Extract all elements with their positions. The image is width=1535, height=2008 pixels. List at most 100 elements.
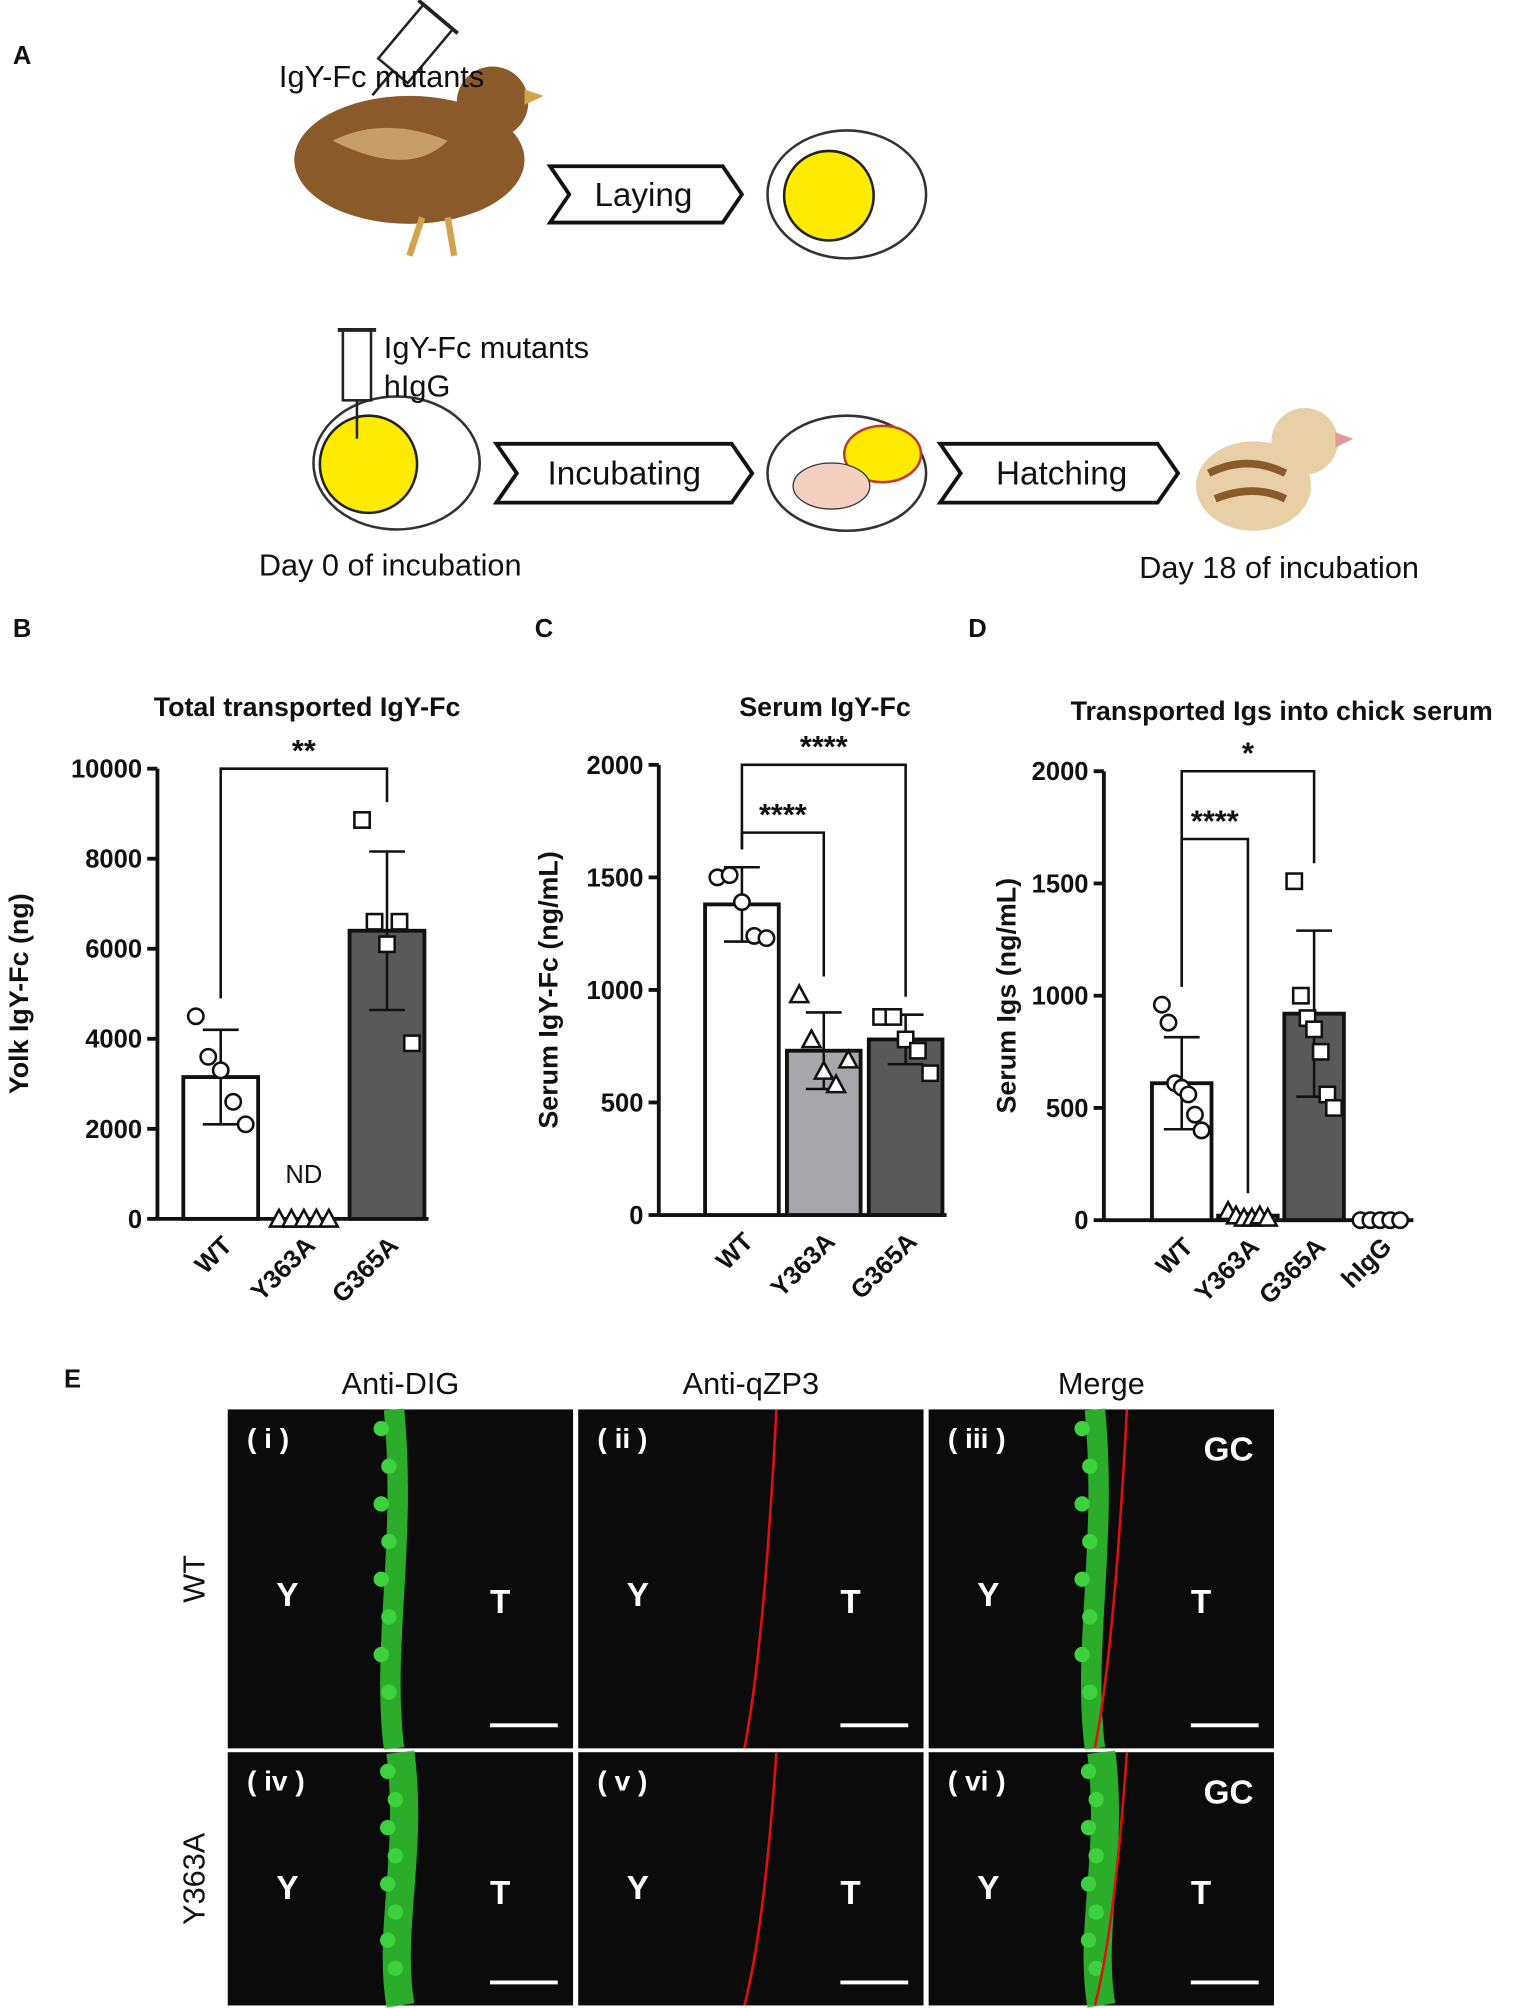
bar: [703, 902, 781, 1217]
data-point: [837, 1048, 860, 1069]
arrow: [546, 164, 745, 225]
green-vesicle: [373, 1571, 389, 1587]
x-tick-label: hIgG: [1336, 1233, 1397, 1294]
region-label: T: [1191, 1584, 1211, 1621]
y-axis-label: Serum Igs (ng/mL): [992, 878, 1022, 1114]
data-point: [1186, 1105, 1204, 1124]
x-tick-label: Y363A: [246, 1231, 321, 1306]
embryo: [792, 462, 871, 510]
data-point: [224, 1092, 243, 1111]
significance-label: *: [1242, 736, 1254, 771]
chart-title: Serum IgY-Fc: [739, 692, 911, 722]
significance-bracket: [1180, 769, 1316, 987]
annotation: ND: [285, 1161, 322, 1189]
green-vesicle: [373, 1420, 389, 1437]
quail-legs: [406, 216, 458, 257]
region-label: Y: [276, 1577, 298, 1614]
micrograph: [227, 1408, 574, 1750]
data-point: [757, 929, 776, 948]
x-tick-label: G365A: [1254, 1233, 1331, 1310]
y-tick-label: 2000: [85, 1116, 142, 1144]
region-label: GC: [1204, 1774, 1254, 1811]
schematic-label: Day 0 of incubation: [259, 548, 522, 583]
significance-label: ****: [1191, 803, 1239, 838]
error-bar: [369, 850, 405, 1012]
region-label: Y: [276, 1870, 298, 1907]
data-point: [1391, 1211, 1410, 1230]
y-tick-label: 500: [1046, 1095, 1089, 1123]
region-label: T: [490, 1584, 510, 1621]
green-vesicle: [381, 1609, 397, 1625]
green-vesicle: [1074, 1496, 1090, 1512]
green-vesicle: [1080, 1763, 1097, 1780]
row-label: WT: [177, 1555, 212, 1603]
data-point: [812, 1059, 835, 1080]
data-point: [236, 1115, 255, 1134]
y-tick-label: 0: [629, 1202, 643, 1230]
data-point: [390, 912, 409, 931]
chick-beak: [1335, 432, 1354, 448]
yolk: [782, 149, 875, 242]
data-point: [1179, 1085, 1198, 1104]
data-point: [800, 1027, 823, 1049]
data-point: [365, 912, 384, 931]
significance-bracket: [740, 763, 907, 997]
panel-id: ( iv ): [247, 1766, 305, 1797]
arrow: [492, 441, 755, 505]
region-label: Y: [977, 1577, 999, 1614]
panel-id: ( ii ): [597, 1423, 647, 1454]
micrograph-background: [578, 1752, 924, 2006]
yolk: [318, 414, 419, 515]
data-point: [1325, 1098, 1343, 1117]
y-tick-label: 4000: [85, 1026, 142, 1054]
data-point: [186, 1007, 205, 1026]
micrograph: [578, 1752, 924, 2006]
significance-label: ****: [759, 797, 807, 832]
data-point: [1311, 1042, 1330, 1061]
data-point: [1256, 1206, 1279, 1227]
panel-id: ( iii ): [948, 1423, 1006, 1454]
micrograph: [578, 1409, 924, 1749]
schematic-label: Day 18 of incubation: [1139, 550, 1419, 585]
chart-title: Transported Igs into chick serum: [1071, 696, 1493, 726]
y-tick-label: 1500: [1032, 870, 1089, 898]
green-vesicle: [387, 1960, 403, 1977]
data-point: [199, 1047, 218, 1066]
micrograph: [227, 1750, 574, 2008]
red-signal: [743, 1409, 778, 1749]
significance-label: **: [292, 733, 316, 768]
y-tick-label: 10000: [71, 756, 142, 784]
x-tick-label: WT: [711, 1227, 759, 1275]
green-vesicle: [1082, 1609, 1098, 1625]
region-label: T: [1191, 1875, 1211, 1912]
y-tick-label: 1000: [1032, 983, 1089, 1011]
y-tick-label: 8000: [85, 846, 142, 874]
data-point: [1192, 1121, 1211, 1140]
y-tick-label: 1500: [587, 864, 644, 892]
data-point: [788, 982, 811, 1004]
micrograph: [928, 1750, 1274, 2008]
schematic-label: IgY-Fc mutants: [384, 330, 589, 365]
y-tick-label: 6000: [85, 936, 142, 964]
green-vesicle: [373, 1496, 389, 1512]
data-point: [378, 935, 396, 954]
panel-id: ( i ): [247, 1423, 289, 1454]
syringe: [337, 328, 377, 439]
data-point: [908, 1041, 927, 1060]
schematic: IgY-Fc mutants Laying IgY-Fc mutants hIg…: [259, 0, 1419, 585]
x-tick-label: G365A: [846, 1228, 923, 1305]
data-point: [1305, 1020, 1324, 1039]
region-label: Y: [627, 1577, 649, 1614]
quail-body: [294, 95, 525, 224]
panel-label: A: [13, 42, 31, 70]
chick-head: [1271, 407, 1338, 475]
data-point: [1285, 872, 1304, 891]
data-point: [1152, 995, 1171, 1014]
region-label: Y: [627, 1870, 649, 1907]
red-signal: [1093, 1409, 1129, 1749]
data-point: [884, 1007, 903, 1026]
micrograph: [928, 1408, 1274, 1750]
x-tick-label: G365A: [327, 1231, 404, 1308]
green-vesicle: [1074, 1420, 1090, 1437]
